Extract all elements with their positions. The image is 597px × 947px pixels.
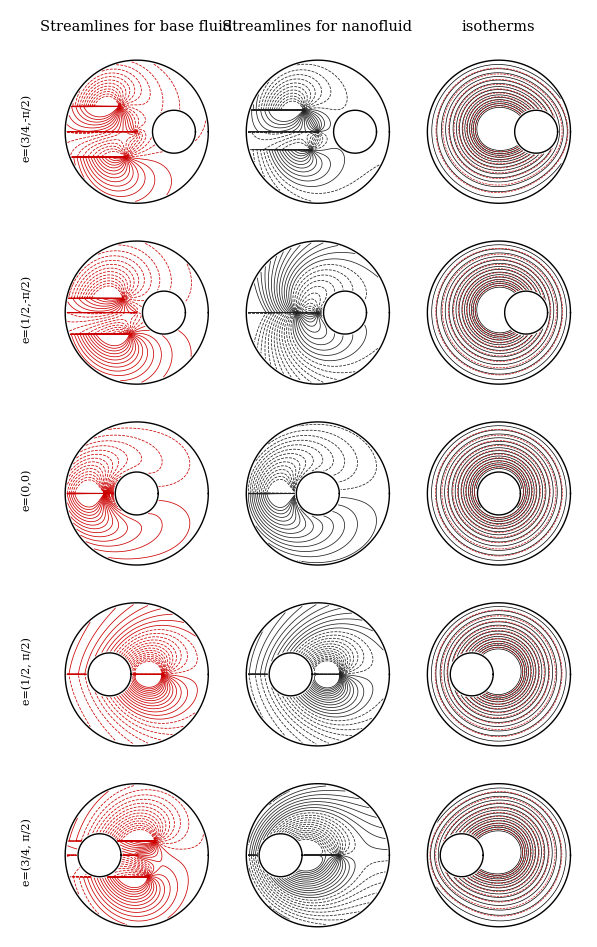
Text: e=(3/4, π/2): e=(3/4, π/2) xyxy=(21,818,32,885)
Circle shape xyxy=(58,53,216,210)
Circle shape xyxy=(515,110,558,153)
Text: isotherms: isotherms xyxy=(461,20,535,34)
Circle shape xyxy=(58,596,216,753)
Circle shape xyxy=(420,777,578,934)
Text: Streamlines for base fluid: Streamlines for base fluid xyxy=(40,20,232,34)
Circle shape xyxy=(58,777,216,934)
Circle shape xyxy=(58,234,216,391)
Circle shape xyxy=(420,53,578,210)
Circle shape xyxy=(450,652,493,696)
Circle shape xyxy=(420,415,578,572)
Text: e=(1/2, π/2): e=(1/2, π/2) xyxy=(21,637,32,705)
Circle shape xyxy=(269,652,312,696)
Circle shape xyxy=(88,652,131,696)
Circle shape xyxy=(239,415,396,572)
Circle shape xyxy=(440,833,483,877)
Circle shape xyxy=(420,596,578,753)
Circle shape xyxy=(239,234,396,391)
Circle shape xyxy=(259,833,302,877)
Circle shape xyxy=(296,472,339,515)
Circle shape xyxy=(420,234,578,391)
Circle shape xyxy=(504,291,547,334)
Circle shape xyxy=(334,110,377,153)
Text: e=(1/2,-π/2): e=(1/2,-π/2) xyxy=(21,276,32,343)
Circle shape xyxy=(478,472,521,515)
Circle shape xyxy=(115,472,158,515)
Text: Streamlines for nanofluid: Streamlines for nanofluid xyxy=(222,20,412,34)
Circle shape xyxy=(78,833,121,877)
Circle shape xyxy=(324,291,367,334)
Text: e=(3/4,-π/2): e=(3/4,-π/2) xyxy=(21,95,32,162)
Circle shape xyxy=(143,291,186,334)
Circle shape xyxy=(239,596,396,753)
Circle shape xyxy=(58,415,216,572)
Circle shape xyxy=(239,777,396,934)
Circle shape xyxy=(239,53,396,210)
Circle shape xyxy=(152,110,195,153)
Text: e=(0,0): e=(0,0) xyxy=(21,469,32,511)
